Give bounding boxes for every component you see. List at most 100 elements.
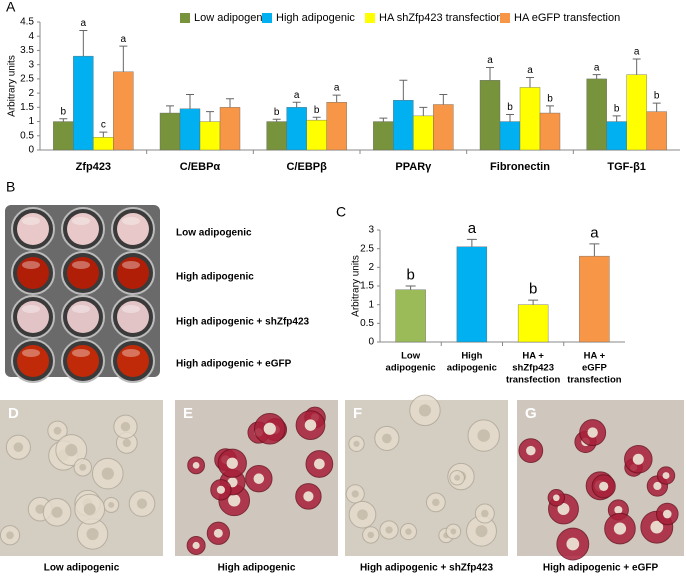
y-axis-title: Arbitrary units	[351, 255, 362, 317]
bar	[306, 119, 327, 151]
plate-row-label: High adipogenic + shZfp423	[176, 317, 310, 328]
significance-letter: b	[274, 107, 280, 118]
y-tick-label: 3.5	[20, 45, 34, 56]
y-tick-label: 3	[28, 59, 34, 70]
nucleus	[351, 490, 359, 498]
significance-letter: a	[334, 83, 340, 94]
x-tick-label: transfection	[506, 375, 561, 386]
well	[17, 257, 49, 289]
well-glare	[22, 217, 40, 225]
nucleus	[213, 528, 223, 538]
nucleus	[432, 498, 440, 507]
error-bar	[632, 58, 641, 75]
bar	[606, 121, 627, 151]
x-tick-label: High	[461, 351, 482, 362]
well-glare	[72, 349, 90, 357]
well	[17, 345, 49, 377]
y-tick-label: 1.5	[20, 102, 34, 113]
bar	[519, 87, 541, 151]
error-bar	[399, 79, 408, 101]
nucleus	[122, 438, 131, 448]
bar	[53, 121, 74, 151]
error-bar	[332, 94, 341, 103]
bar	[456, 246, 488, 343]
bar	[517, 304, 549, 343]
well	[117, 345, 149, 377]
bar	[413, 115, 434, 151]
x-tick-label: adipogenic	[386, 363, 436, 374]
x-tick-label: adipogenic	[447, 363, 497, 374]
error-bar	[486, 67, 494, 81]
error-bar	[405, 285, 416, 290]
well-glare	[122, 261, 140, 269]
nucleus	[557, 502, 570, 515]
nucleus	[650, 520, 664, 534]
x-tick-label: TGF-β1	[607, 161, 646, 173]
nucleus	[263, 422, 276, 435]
legend-swatch	[365, 13, 375, 23]
bar	[499, 121, 521, 151]
well-glare	[22, 349, 40, 357]
micrographs: D Low adipogenic E High adipogenic F High adi…	[0, 394, 684, 574]
nucleus	[353, 440, 360, 447]
x-tick-label: shZfp423	[512, 363, 554, 374]
x-tick-label: eGFP	[582, 363, 607, 374]
significance-letter: b	[406, 266, 414, 283]
bar	[179, 108, 201, 151]
legend-swatch	[500, 13, 510, 23]
nucleus	[587, 427, 598, 438]
nucleus	[385, 526, 393, 534]
significance-letter: a	[594, 62, 600, 73]
nucleus	[475, 525, 488, 538]
nucleus	[108, 501, 115, 508]
y-tick-label: 4.5	[20, 17, 34, 28]
significance-letter: b	[314, 105, 320, 116]
significance-letter: b	[547, 94, 553, 105]
significance-letter: a	[468, 220, 477, 237]
significance-letter: a	[81, 18, 87, 29]
well	[117, 301, 149, 333]
error-bar	[466, 238, 477, 247]
significance-letter: b	[529, 281, 537, 298]
error-bar	[272, 118, 281, 122]
bar	[433, 104, 454, 151]
nucleus	[13, 442, 24, 453]
nucleus	[357, 509, 368, 520]
y-tick-label: 2	[28, 88, 34, 99]
significance-letter: c	[101, 120, 106, 131]
y-tick-label: 2	[368, 262, 374, 273]
y-tick-label: 2.5	[360, 243, 374, 254]
x-tick-label: PPARγ	[395, 161, 432, 173]
nucleus	[481, 509, 489, 518]
error-bar	[119, 45, 128, 72]
nucleus	[303, 491, 314, 502]
bar	[266, 121, 287, 151]
plate-photo	[5, 205, 160, 383]
legend-swatch	[180, 13, 190, 23]
well	[67, 257, 99, 289]
well	[117, 257, 149, 289]
plate-row-label: High adipogenic	[176, 272, 254, 283]
micrograph-caption: High adipogenic + shZfp423	[360, 563, 494, 574]
bar	[579, 255, 610, 343]
significance-letter: a	[527, 65, 533, 76]
panel-label: A	[6, 0, 16, 15]
nucleus	[662, 472, 670, 480]
bar	[395, 289, 426, 343]
nucleus	[450, 528, 457, 535]
nucleus	[454, 474, 461, 481]
x-tick-label: HA +	[522, 351, 544, 362]
error-bar	[186, 94, 194, 109]
nucleus	[632, 453, 644, 465]
nucleus	[566, 537, 580, 551]
significance-letter: b	[61, 106, 67, 117]
significance-letter: a	[121, 34, 127, 45]
well-glare	[72, 305, 90, 313]
error-bar	[439, 94, 448, 105]
bar	[326, 102, 347, 151]
error-bar	[79, 30, 88, 57]
micrograph-letter: G	[525, 405, 537, 422]
well	[67, 345, 99, 377]
legend-label: Low adipogenic	[194, 12, 271, 24]
